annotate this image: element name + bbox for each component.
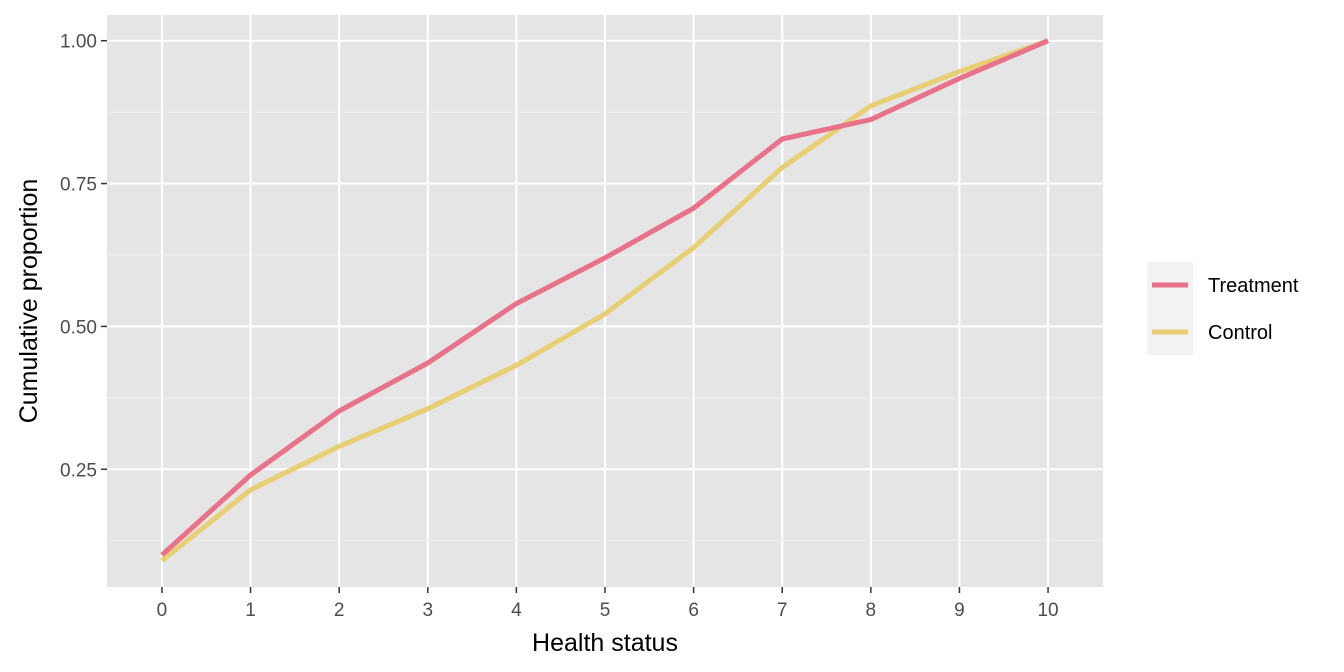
x-tick-label: 2 xyxy=(334,600,345,621)
y-tick-label: 1.00 xyxy=(60,32,97,53)
x-tick-label: 4 xyxy=(511,600,522,621)
series-line-control xyxy=(160,38,1049,563)
x-axis: 0 1 2 3 4 5 6 7 8 9 10 xyxy=(157,587,1059,621)
x-tick-label: 0 xyxy=(157,600,168,621)
legend-label-control: Control xyxy=(1208,322,1272,344)
y-axis-title: Cumulative proportion xyxy=(15,179,43,424)
y-tick-label: 0.75 xyxy=(60,175,97,196)
legend-label-treatment: Treatment xyxy=(1208,275,1299,297)
y-tick-label: 0.25 xyxy=(60,460,97,481)
x-tick-label: 6 xyxy=(688,600,699,621)
legend-items: Treatment Control xyxy=(1152,275,1299,344)
x-tick-label: 9 xyxy=(954,600,965,621)
x-axis-title: Health status xyxy=(532,629,678,657)
y-axis: 0.25 0.50 0.75 1.00 xyxy=(60,32,107,481)
x-tick-label: 5 xyxy=(600,600,611,621)
x-tick-label: 1 xyxy=(245,600,256,621)
series-line-treatment xyxy=(160,38,1050,557)
x-tick-label: 3 xyxy=(422,600,433,621)
y-tick-label: 0.50 xyxy=(60,317,97,338)
legend: Treatment Control xyxy=(1147,262,1299,355)
x-tick-label: 7 xyxy=(777,600,788,621)
x-tick-label: 10 xyxy=(1037,600,1058,621)
legend-key-background xyxy=(1147,262,1193,355)
x-tick-label: 8 xyxy=(866,600,877,621)
series-lines xyxy=(160,38,1050,563)
